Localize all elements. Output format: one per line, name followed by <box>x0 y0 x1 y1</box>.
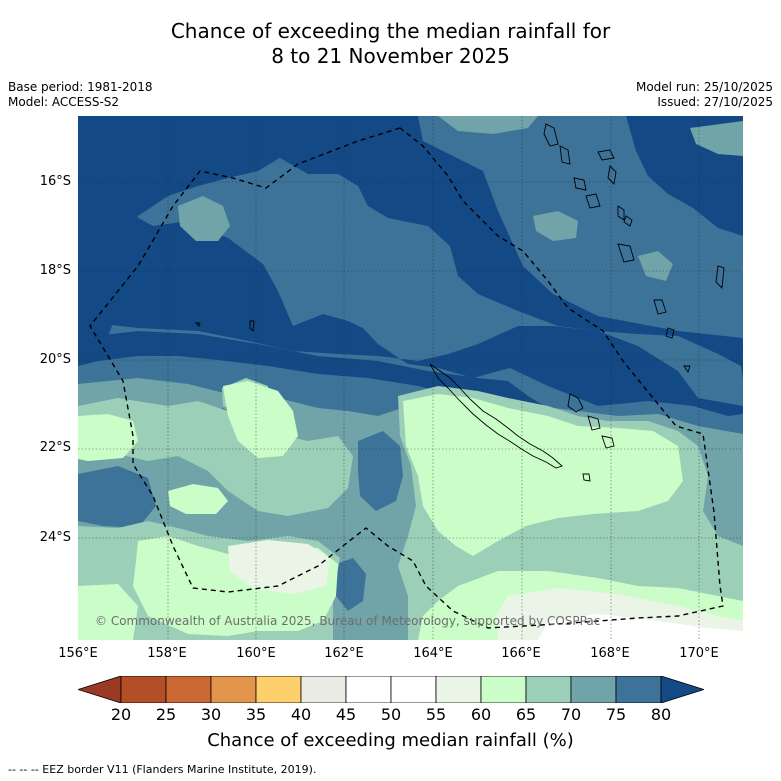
run-info: Model run: 25/10/2025 Issued: 27/10/2025 <box>636 80 773 110</box>
lon-label-170e: 170°E <box>679 646 719 661</box>
contour-65-70-north-3 <box>438 116 538 134</box>
new-caledonia-island <box>429 363 563 469</box>
contour-55-60-central <box>223 381 298 458</box>
contour-65-70-north-2 <box>533 211 578 241</box>
eez-border <box>89 127 724 629</box>
colorbar-tick-60: 60 <box>470 705 492 724</box>
colorbar-tick-70: 70 <box>560 705 582 724</box>
colorbar-bin <box>120 676 167 703</box>
lat-label-22s: 22°S <box>39 440 71 455</box>
colorbar-bin <box>435 676 482 703</box>
colorbar-tick-75: 75 <box>605 705 627 724</box>
isle-of-pines <box>582 473 591 482</box>
colorbar-bin <box>345 676 392 703</box>
colorbar-tick-80: 80 <box>650 705 672 724</box>
base-period: Base period: 1981-2018 <box>8 80 153 94</box>
colorbar-bin <box>390 676 437 703</box>
contour-70-75-south-2 <box>358 431 403 511</box>
lon-label-164e: 164°E <box>413 646 453 661</box>
colorbar-tick-65: 65 <box>515 705 537 724</box>
colorbar-bin <box>615 676 662 703</box>
lat-label-18s: 18°S <box>39 263 71 278</box>
colorbar-tick-25: 25 <box>155 705 177 724</box>
colorbar <box>78 676 704 703</box>
lon-label-166e: 166°E <box>501 646 541 661</box>
gridlines <box>78 116 743 640</box>
contour-75-80-northwest <box>78 116 288 346</box>
model-name: Model: ACCESS-S2 <box>8 95 120 109</box>
western-islets <box>194 320 255 332</box>
model-info: Base period: 1981-2018 Model: ACCESS-S2 <box>8 80 153 110</box>
colorbar-tick-45: 45 <box>335 705 357 724</box>
colorbar-bin <box>210 676 257 703</box>
colorbar-tick-30: 30 <box>200 705 222 724</box>
contour-75-80-north <box>78 116 743 416</box>
contour-45-50-south <box>538 614 743 640</box>
lon-label-160e: 160°E <box>236 646 276 661</box>
contour-65-70-north-4 <box>638 251 673 281</box>
title-line-1: Chance of exceeding the median rainfall … <box>170 19 611 43</box>
eez-footnote: -- -- -- EEZ border V11 (Flanders Marine… <box>8 763 317 776</box>
colorbar-bin <box>300 676 347 703</box>
chart-title: Chance of exceeding the median rainfall … <box>0 19 781 69</box>
contour-50-55-south-1 <box>228 540 330 594</box>
contour-60-65-south <box>78 398 353 516</box>
colorbar-bin <box>525 676 572 703</box>
colorbar-extend-high <box>660 676 704 703</box>
model-run: Model run: 25/10/2025 <box>635 80 773 94</box>
contour-55-60-east-big <box>403 394 683 556</box>
contour-70-75-south-4 <box>336 558 366 611</box>
map-canvas <box>78 116 743 640</box>
colorbar-tick-50: 50 <box>380 705 402 724</box>
colorbar-bin <box>480 676 527 703</box>
title-line-2: 8 to 21 November 2025 <box>271 44 510 68</box>
lon-label-156e: 156°E <box>58 646 98 661</box>
contour-65-70-north-5 <box>690 121 743 156</box>
colorbar-label: Chance of exceeding median rainfall (%) <box>207 730 574 751</box>
colorbar-tick-35: 35 <box>245 705 267 724</box>
lat-label-24s: 24°S <box>39 530 71 545</box>
colorbar-bin <box>165 676 212 703</box>
copyright-notice: © Commonwealth of Australia 2025, Bureau… <box>95 614 601 628</box>
lon-label-162e: 162°E <box>324 646 364 661</box>
colorbar-tick-55: 55 <box>425 705 447 724</box>
colorbar-extend-low <box>78 676 122 703</box>
vanuatu-islands <box>543 123 725 374</box>
lat-label-20s: 20°S <box>39 352 71 367</box>
lon-label-168e: 168°E <box>590 646 630 661</box>
contour-65-70-north-1 <box>178 196 230 241</box>
issued-date: Issued: 27/10/2025 <box>657 95 773 109</box>
colorbar-bin <box>255 676 302 703</box>
lon-label-158e: 158°E <box>147 646 187 661</box>
colorbar-tick-40: 40 <box>290 705 312 724</box>
colorbar-bin <box>570 676 617 703</box>
rainfall-map[interactable]: © Commonwealth of Australia 2025, Bureau… <box>78 116 743 640</box>
lat-label-16s: 16°S <box>39 174 71 189</box>
loyalty-islands <box>567 393 615 449</box>
contour-55-60-far-left <box>78 584 138 640</box>
contour-70-75-south-1 <box>78 466 156 528</box>
colorbar-tick-20: 20 <box>110 705 132 724</box>
contour-55-60-mid <box>168 484 228 514</box>
